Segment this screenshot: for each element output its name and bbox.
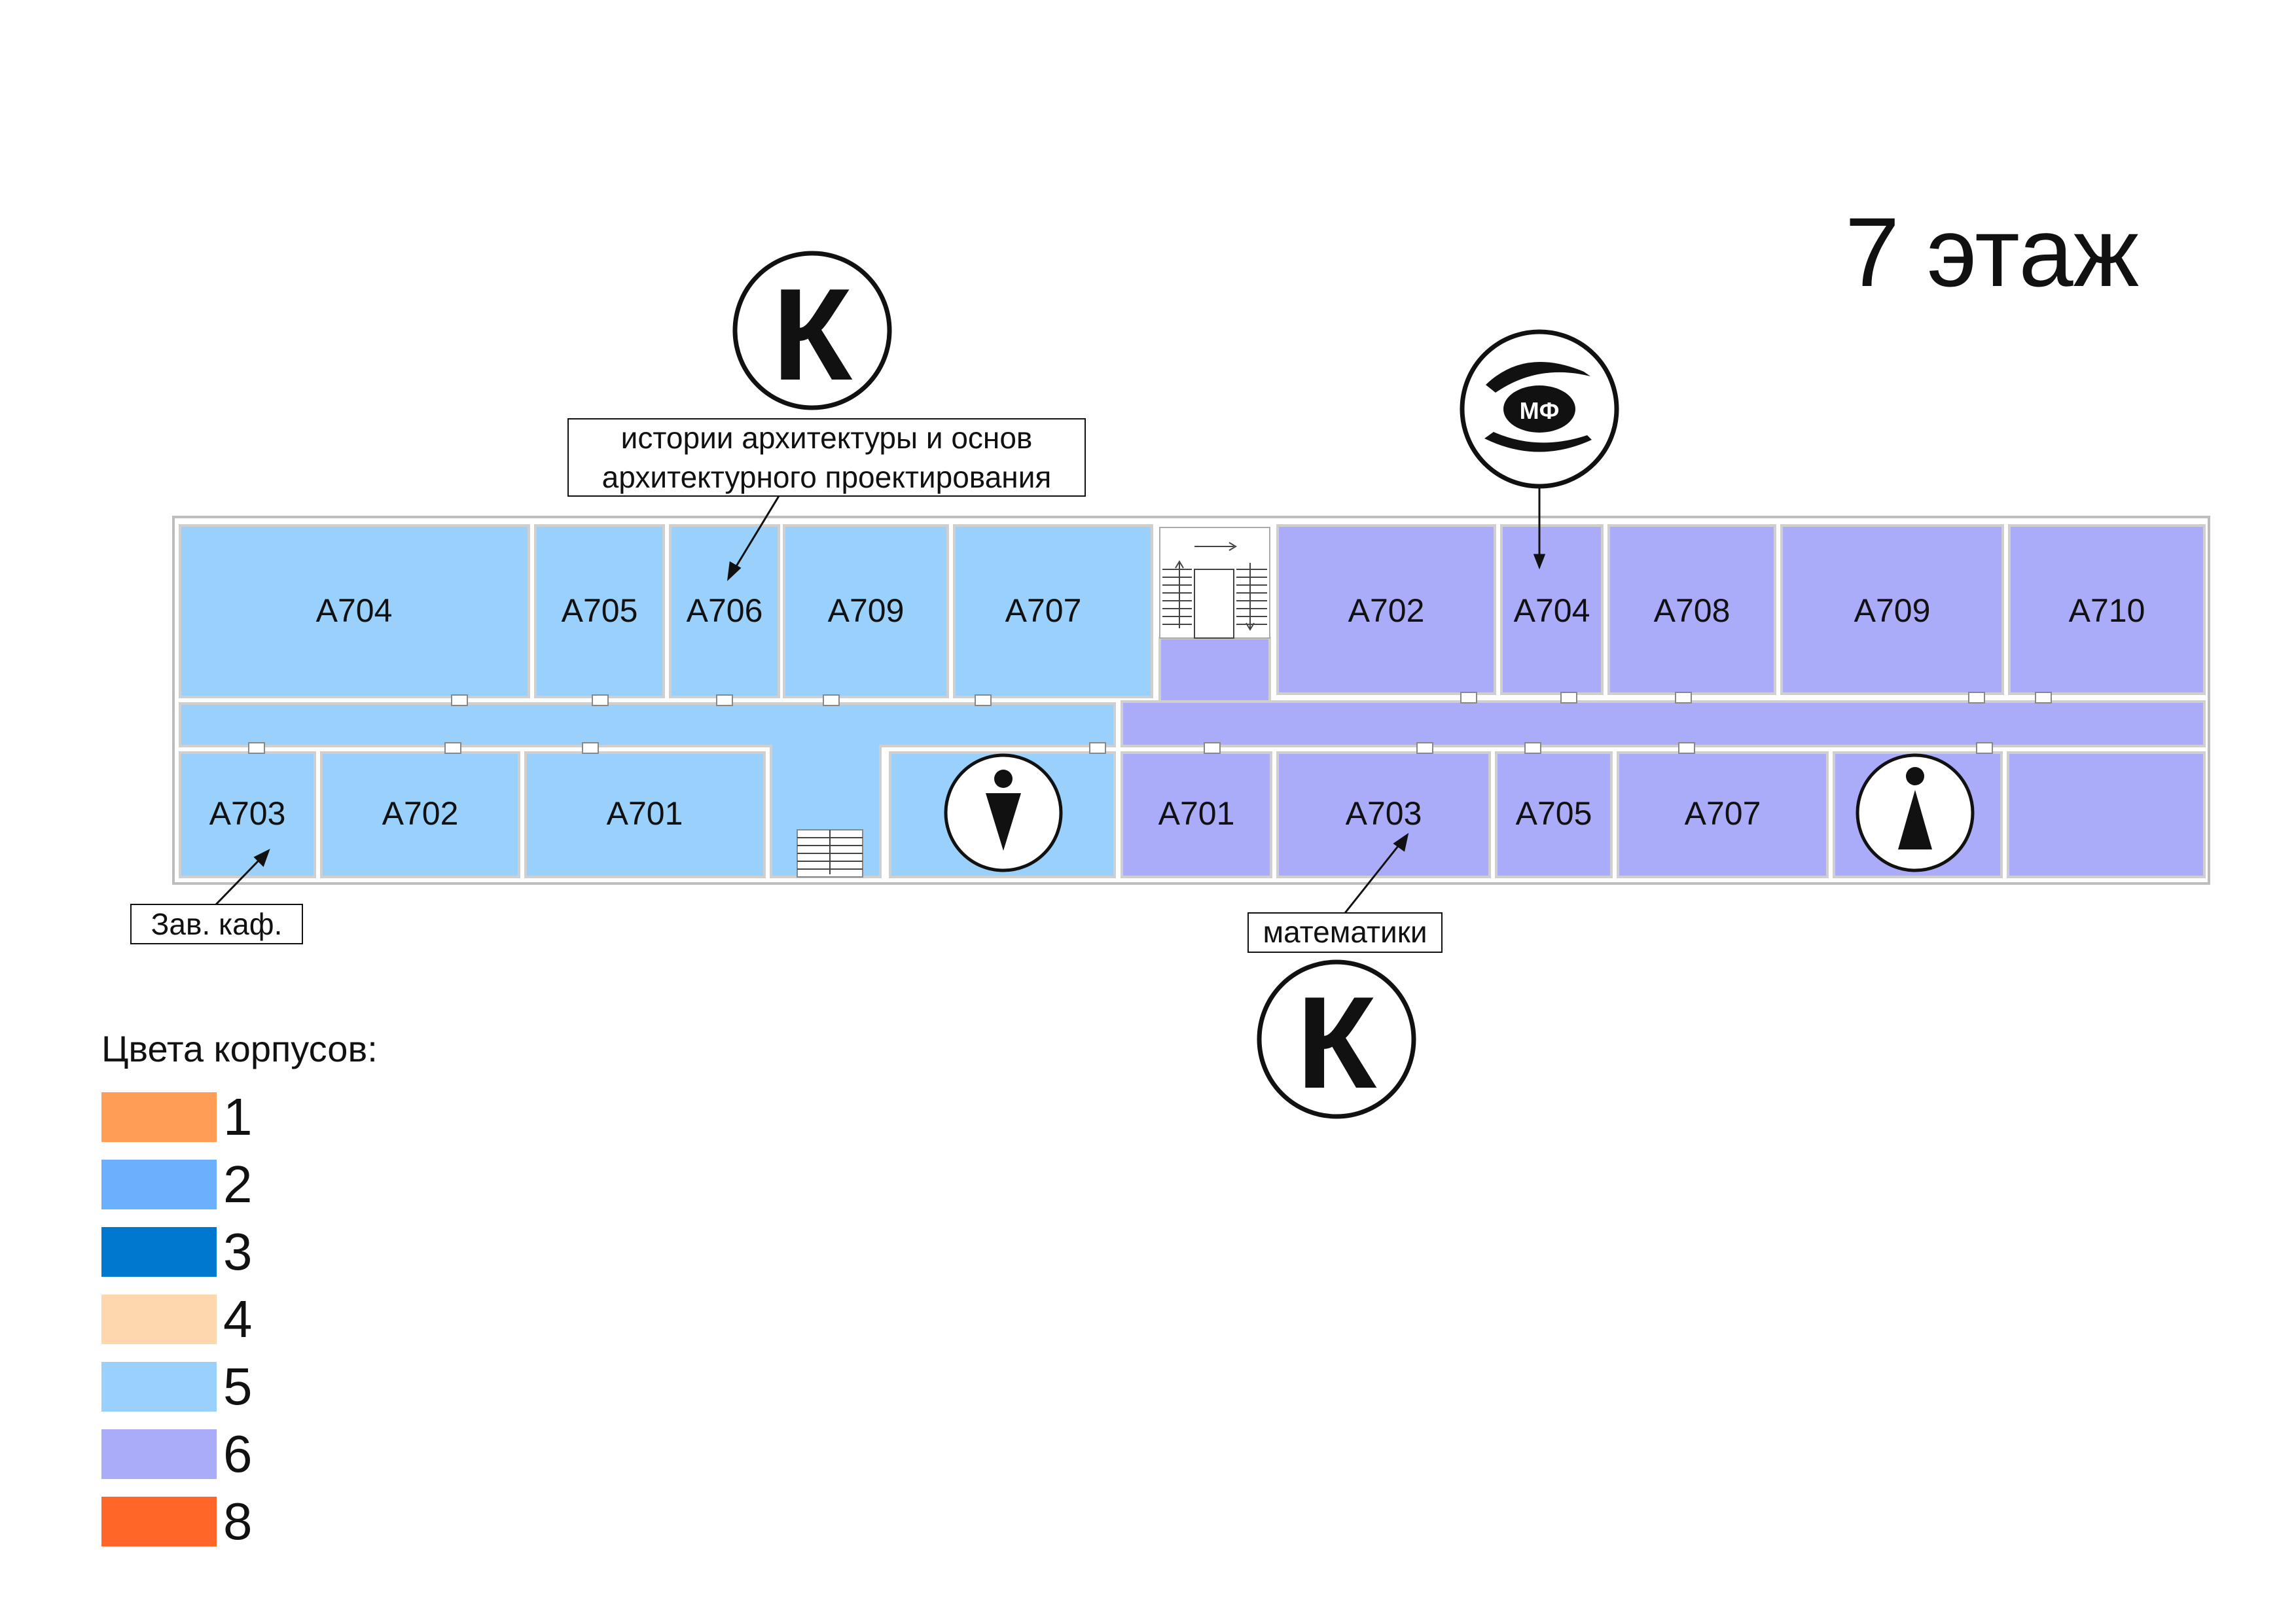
legend-title: Цвета корпусов: bbox=[101, 1028, 378, 1069]
callout-head-office: Зав. каф. bbox=[130, 904, 303, 944]
legend-label: 3 bbox=[223, 1222, 253, 1281]
room-label: А704 bbox=[1514, 592, 1590, 629]
room-b5-a701[interactable] bbox=[524, 751, 766, 878]
legend-item: 3 bbox=[101, 1218, 378, 1285]
room-b5-a709[interactable] bbox=[783, 524, 949, 698]
department-k-icon-top: К bbox=[732, 251, 892, 410]
room-b6-unlabeled[interactable] bbox=[2007, 751, 2206, 878]
room-b5-a705[interactable] bbox=[534, 524, 665, 698]
room-label: А702 bbox=[1348, 592, 1425, 629]
leader-arrows bbox=[215, 486, 1546, 914]
room-label: А703 bbox=[1346, 795, 1422, 832]
room-b6-a709[interactable] bbox=[1780, 524, 2004, 695]
legend-label: 4 bbox=[223, 1289, 253, 1348]
floor-title: 7 этаж bbox=[1844, 197, 2139, 307]
callout-line: математики bbox=[1263, 915, 1427, 949]
room-b5-a702[interactable] bbox=[320, 751, 520, 878]
room-b5-a703[interactable] bbox=[179, 751, 316, 878]
legend-item: 6 bbox=[101, 1420, 378, 1488]
legend-label: 2 bbox=[223, 1154, 253, 1213]
room-label: А702 bbox=[382, 795, 459, 832]
room-label: А704 bbox=[316, 592, 393, 629]
department-k-letter: К bbox=[772, 262, 853, 408]
legend-swatch bbox=[101, 1429, 217, 1479]
callout-line: истории архитектуры и основ bbox=[621, 421, 1033, 455]
staircase-b5 bbox=[797, 829, 863, 878]
department-k-icon-bottom: К bbox=[1257, 959, 1416, 1119]
room-label: А701 bbox=[607, 795, 683, 832]
legend-item: 2 bbox=[101, 1150, 378, 1218]
legend-label: 6 bbox=[223, 1424, 253, 1483]
legend-item: 1 bbox=[101, 1083, 378, 1150]
legend-item: 5 bbox=[101, 1353, 378, 1420]
legend-label: 1 bbox=[223, 1087, 253, 1146]
callout-line: архитектурного проектирования bbox=[602, 460, 1052, 494]
room-label: А707 bbox=[1005, 592, 1082, 629]
room-b6-a705[interactable] bbox=[1495, 751, 1613, 878]
room-b5-a704[interactable] bbox=[179, 524, 530, 698]
legend-swatch bbox=[101, 1226, 217, 1277]
room-b5-a707[interactable] bbox=[953, 524, 1153, 698]
room-b6-a710[interactable] bbox=[2008, 524, 2206, 695]
room-b6-a707[interactable] bbox=[1617, 751, 1829, 878]
female-restroom-icon bbox=[1856, 753, 1975, 872]
legend-swatch bbox=[101, 1294, 217, 1344]
room-b5-a706[interactable] bbox=[669, 524, 780, 698]
legend-swatch bbox=[101, 1361, 217, 1412]
corridor-b6 bbox=[1121, 700, 2206, 747]
room-b6-a704[interactable] bbox=[1500, 524, 1604, 695]
room-b6-a701[interactable] bbox=[1121, 751, 1272, 878]
legend-label: 8 bbox=[223, 1491, 253, 1550]
room-label: А709 bbox=[828, 592, 905, 629]
room-label: А706 bbox=[687, 592, 763, 629]
male-restroom-icon bbox=[944, 753, 1063, 872]
building-5-wing bbox=[179, 524, 1153, 878]
room-label: А703 bbox=[209, 795, 286, 832]
room-label: А709 bbox=[1854, 592, 1931, 629]
corridor-b5 bbox=[179, 702, 1116, 878]
room-label: А701 bbox=[1158, 795, 1235, 832]
department-k-letter: К bbox=[1297, 970, 1377, 1116]
mf-hands-icon: МФ bbox=[1460, 329, 1619, 489]
room-b6-a703[interactable] bbox=[1276, 751, 1491, 878]
room-label: А708 bbox=[1654, 592, 1731, 629]
legend-item: 4 bbox=[101, 1285, 378, 1353]
legend-label: 5 bbox=[223, 1357, 253, 1416]
room-label: А705 bbox=[562, 592, 638, 629]
legend-swatch bbox=[101, 1496, 217, 1546]
mf-label: МФ bbox=[1520, 397, 1560, 424]
staircase-top bbox=[1159, 527, 1270, 639]
legend-items: 1 2 3 4 5 6 8 bbox=[101, 1083, 378, 1555]
callout-line: Зав. каф. bbox=[151, 907, 283, 941]
corridor-b6-stair-hall bbox=[1158, 637, 1271, 705]
legend-swatch bbox=[101, 1092, 217, 1142]
callout-history-dept: истории архитектуры и основ архитектурно… bbox=[567, 418, 1086, 497]
legend-swatch bbox=[101, 1159, 217, 1209]
room-b6-a708[interactable] bbox=[1607, 524, 1776, 695]
building-6-wing bbox=[1121, 524, 2206, 878]
room-b6-a702[interactable] bbox=[1276, 524, 1496, 695]
room-label: А710 bbox=[2069, 592, 2145, 629]
building-color-legend: Цвета корпусов: 1 2 3 4 5 6 8 bbox=[101, 1027, 378, 1555]
legend-item: 8 bbox=[101, 1488, 378, 1555]
room-label: А705 bbox=[1516, 795, 1592, 832]
room-label: А707 bbox=[1685, 795, 1761, 832]
callout-math-dept: математики bbox=[1247, 912, 1443, 953]
door-marks bbox=[248, 692, 2052, 754]
